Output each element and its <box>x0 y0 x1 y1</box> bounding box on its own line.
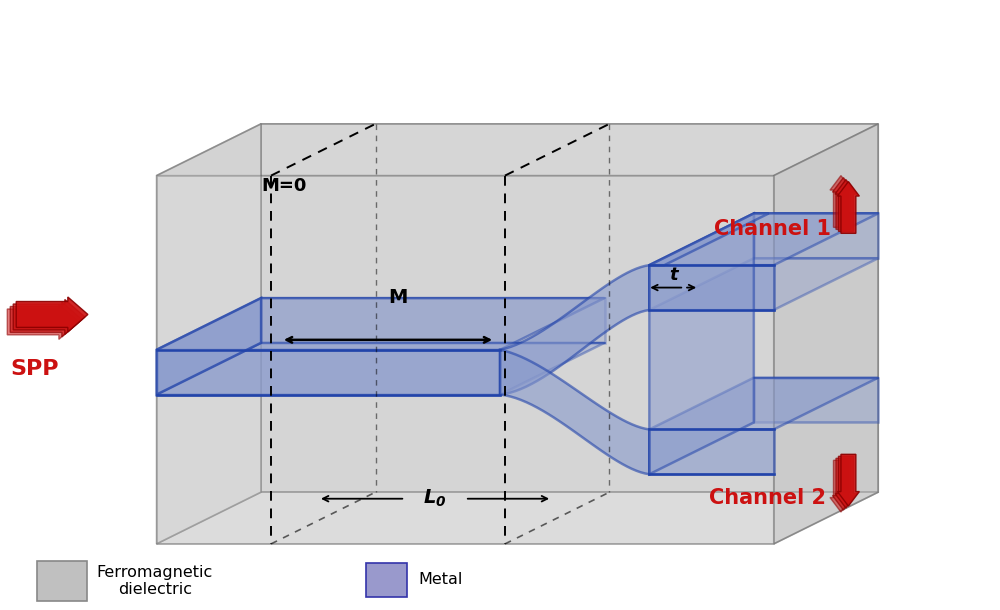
Polygon shape <box>157 350 500 395</box>
FancyArrow shape <box>832 178 854 229</box>
FancyArrow shape <box>837 182 859 234</box>
FancyArrow shape <box>830 461 852 512</box>
Text: M=0: M=0 <box>261 176 306 195</box>
FancyArrow shape <box>10 302 82 337</box>
Polygon shape <box>157 298 261 395</box>
Text: $\bfit{L}_0$: $\bfit{L}_0$ <box>423 487 447 509</box>
Text: M: M <box>388 288 408 307</box>
Polygon shape <box>261 298 605 343</box>
Polygon shape <box>157 343 605 395</box>
FancyArrow shape <box>832 458 854 510</box>
Polygon shape <box>649 265 774 310</box>
Polygon shape <box>261 124 878 492</box>
Polygon shape <box>649 258 878 310</box>
Polygon shape <box>157 124 878 176</box>
Polygon shape <box>157 492 878 544</box>
Text: Channel 2: Channel 2 <box>709 488 826 508</box>
FancyArrow shape <box>837 454 859 506</box>
Polygon shape <box>774 124 878 544</box>
Text: Channel 1: Channel 1 <box>714 220 831 239</box>
FancyArrow shape <box>830 176 852 228</box>
Polygon shape <box>157 298 605 350</box>
Text: Ferromagnetic
dielectric: Ferromagnetic dielectric <box>97 564 213 597</box>
Text: Metal: Metal <box>418 572 463 587</box>
Polygon shape <box>649 214 769 265</box>
Polygon shape <box>157 124 261 544</box>
FancyArrow shape <box>13 300 85 334</box>
Polygon shape <box>649 214 754 474</box>
FancyArrow shape <box>7 304 79 339</box>
Polygon shape <box>649 378 878 429</box>
Polygon shape <box>500 350 649 474</box>
Text: SPP: SPP <box>10 359 59 379</box>
Polygon shape <box>649 429 774 474</box>
Polygon shape <box>500 265 649 395</box>
Bar <box>366 563 407 597</box>
Polygon shape <box>754 378 878 423</box>
Bar <box>37 561 87 601</box>
Polygon shape <box>157 176 774 544</box>
Text: t: t <box>669 265 678 284</box>
FancyArrow shape <box>16 297 88 332</box>
FancyArrow shape <box>835 179 857 231</box>
Polygon shape <box>754 214 878 258</box>
FancyArrow shape <box>835 456 857 508</box>
Polygon shape <box>649 214 878 265</box>
